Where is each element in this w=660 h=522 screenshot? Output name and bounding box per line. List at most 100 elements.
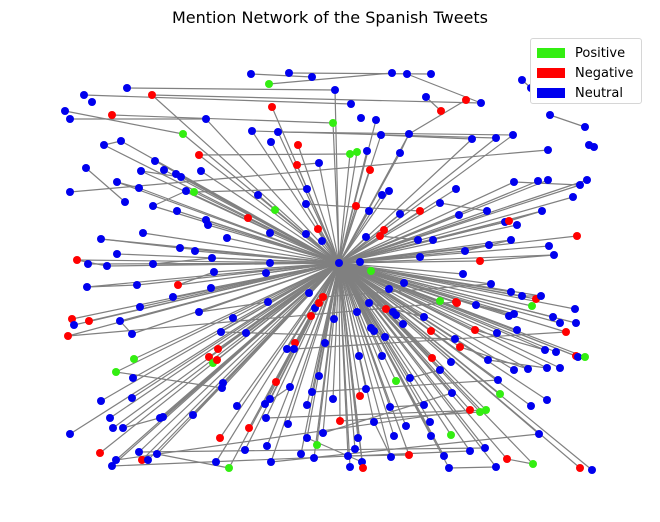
node-positive	[353, 148, 361, 156]
node-negative	[73, 256, 81, 264]
network-edge	[265, 409, 487, 419]
node-neutral	[344, 452, 352, 460]
node-neutral	[195, 308, 203, 316]
network-edge	[133, 262, 340, 360]
node-neutral	[448, 389, 456, 397]
node-positive	[581, 353, 589, 361]
network-edge	[338, 194, 383, 264]
node-neutral	[82, 164, 90, 172]
node-neutral	[353, 308, 361, 316]
node-neutral	[149, 202, 157, 210]
network-edge	[338, 262, 567, 333]
node-neutral	[406, 374, 414, 382]
node-neutral	[208, 254, 216, 262]
network-edge	[321, 240, 340, 264]
node-neutral	[396, 210, 404, 218]
network-edge	[142, 232, 340, 264]
node-positive	[346, 150, 354, 158]
node-neutral	[207, 284, 215, 292]
node-neutral	[204, 221, 212, 229]
node-neutral	[354, 434, 362, 442]
node-neutral	[248, 127, 256, 135]
node-neutral	[113, 250, 121, 258]
node-neutral	[385, 285, 393, 293]
node-neutral	[365, 207, 373, 215]
network-edge	[338, 262, 492, 285]
network-edge	[338, 262, 577, 324]
node-negative	[138, 456, 146, 464]
network-edge	[474, 329, 546, 351]
node-neutral	[310, 454, 318, 462]
node-negative	[437, 107, 445, 115]
node-negative	[291, 339, 299, 347]
node-neutral	[493, 329, 501, 337]
node-negative	[352, 202, 360, 210]
node-neutral	[451, 335, 459, 343]
node-neutral	[135, 184, 143, 192]
node-neutral	[510, 366, 518, 374]
node-neutral	[106, 414, 114, 422]
node-neutral	[396, 149, 404, 157]
node-neutral	[254, 191, 262, 199]
node-neutral	[263, 442, 271, 450]
node-neutral	[388, 69, 396, 77]
node-negative	[476, 257, 484, 265]
network-edge	[215, 262, 340, 463]
node-positive	[112, 368, 120, 376]
network-edge	[100, 238, 181, 249]
node-neutral	[151, 157, 159, 165]
network-edge	[316, 262, 340, 446]
network-edge	[379, 235, 419, 241]
node-negative	[245, 424, 253, 432]
node-neutral	[128, 394, 136, 402]
network-edge	[198, 301, 269, 313]
node-neutral	[283, 345, 291, 353]
network-edge	[338, 262, 397, 382]
node-positive	[179, 130, 187, 138]
node-neutral	[112, 456, 120, 464]
node-negative	[314, 225, 322, 233]
node-neutral	[447, 358, 455, 366]
network-edge	[194, 250, 340, 264]
node-neutral	[392, 311, 400, 319]
network-edge	[265, 262, 340, 274]
node-neutral	[507, 236, 515, 244]
node-neutral	[358, 458, 366, 466]
network-edge	[293, 331, 567, 350]
node-neutral	[372, 116, 380, 124]
node-negative	[336, 417, 344, 425]
node-negative	[148, 91, 156, 99]
node-neutral	[100, 141, 108, 149]
network-edge	[549, 114, 586, 128]
network-edge	[69, 149, 549, 193]
node-neutral	[217, 328, 225, 336]
network-edge	[338, 262, 471, 411]
network-edge	[332, 122, 340, 264]
node-neutral	[420, 401, 428, 409]
legend: Positive Negative Neutral	[530, 38, 642, 104]
node-negative	[466, 406, 474, 414]
node-negative	[428, 354, 436, 362]
node-neutral	[84, 260, 92, 268]
node-neutral	[242, 329, 250, 337]
network-edge	[152, 190, 187, 207]
node-neutral	[420, 313, 428, 321]
node-neutral	[303, 401, 311, 409]
network-edge	[219, 262, 340, 439]
node-neutral	[541, 346, 549, 354]
node-negative	[503, 455, 511, 463]
node-neutral	[537, 292, 545, 300]
node-neutral	[108, 462, 116, 470]
legend-entry-positive: Positive	[537, 43, 635, 63]
network-edge	[338, 181, 515, 264]
network-edge	[151, 94, 482, 104]
node-neutral	[510, 178, 518, 186]
node-neutral	[550, 251, 558, 259]
node-neutral	[581, 123, 589, 131]
node-negative	[366, 166, 374, 174]
node-neutral	[362, 233, 370, 241]
network-edge	[136, 262, 340, 286]
node-neutral	[472, 301, 480, 309]
network-edge	[112, 262, 340, 429]
